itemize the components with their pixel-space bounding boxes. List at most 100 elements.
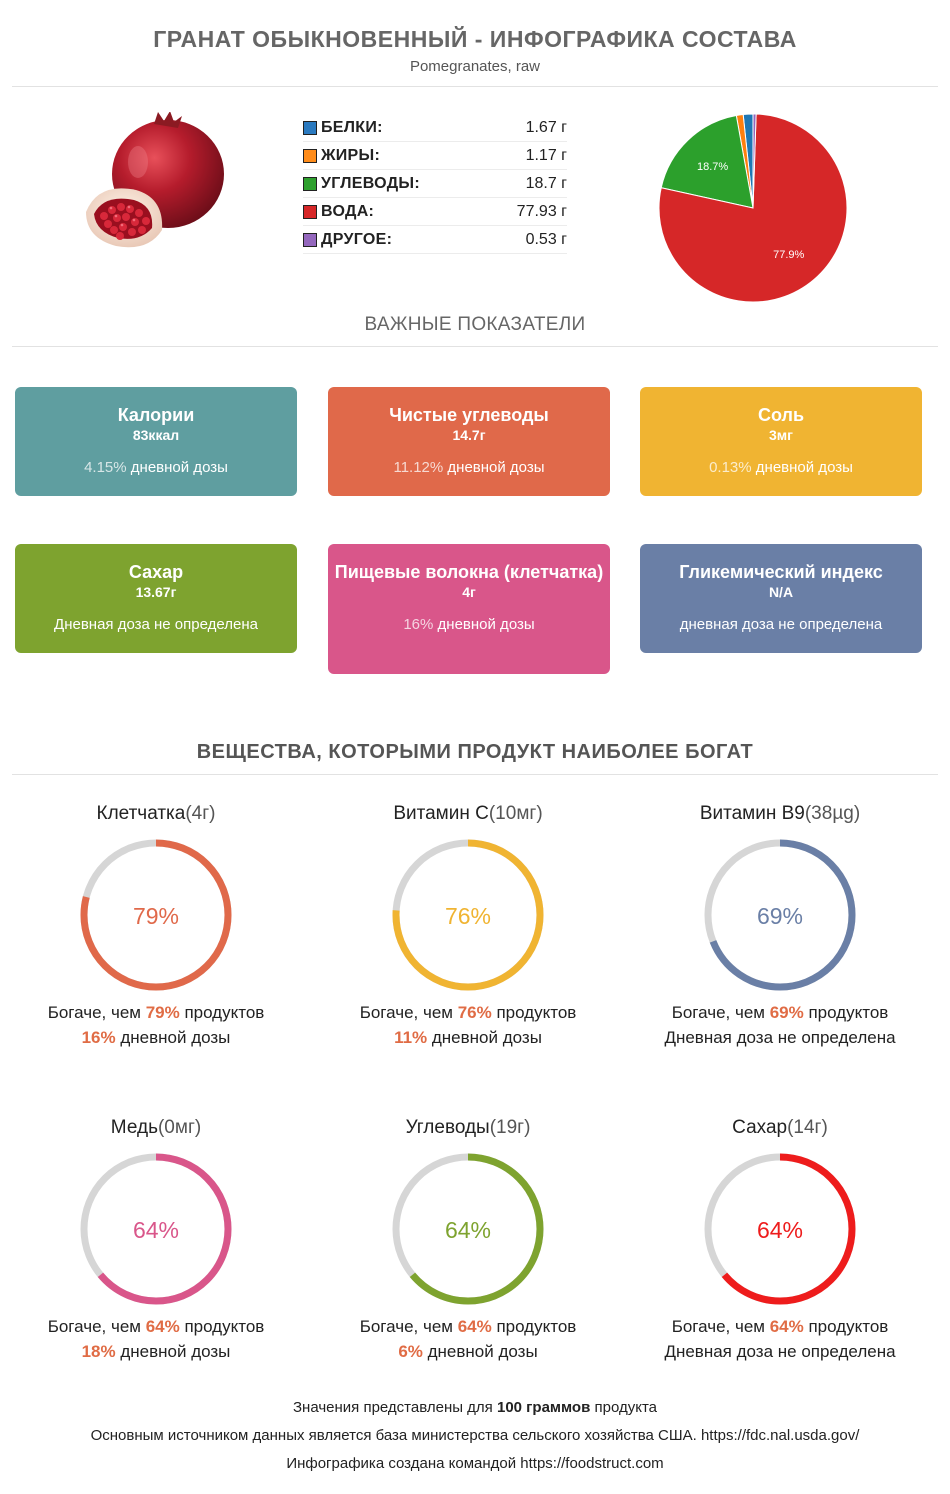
nutrient-amount: (4г) [185,803,216,824]
card-daily-percent: 0.13% [709,459,752,476]
nutrient-block: Сахар(14г) 64% Богаче, чем 64% продуктов Дн… [630,1117,930,1362]
daily-dose-text: Дневная доза не определена [630,1028,930,1048]
nutrient-ring: 64% [392,1153,544,1305]
richer-prefix: Богаче, чем [359,1003,458,1022]
nutrient-amount: (14г) [787,1117,828,1138]
footer-note: Значения представлены для 100 граммов пр… [0,1399,950,1416]
composition-name: ДРУГОЕ: [321,230,393,248]
divider [12,774,938,775]
ring-progress [392,839,544,991]
richer-percent: 64% [457,1317,492,1336]
card-value: 14.7г [452,427,486,443]
richer-prefix: Богаче, чем [671,1317,770,1336]
indicator-card: Пищевые волокна (клетчатка) 4г 16% дневной… [328,544,610,674]
nutrient-amount: (10мг) [488,803,543,824]
ring-progress [704,839,856,991]
card-daily-text: дневной дозы [433,616,535,633]
pie-slice-Другое [752,113,757,209]
card-daily-note: 11.12% дневной дозы [328,459,610,476]
nutrient-title: Витамин B9(38µg) [630,803,930,825]
nutrient-ring: 69% [704,839,856,991]
section-rich-heading: ВЕЩЕСТВА, КОТОРЫМИ ПРОДУКТ НАИБОЛЕЕ БОГА… [196,741,754,763]
composition-name: ЖИРЫ: [321,146,381,164]
richer-percent: 76% [457,1003,492,1022]
divider [12,86,938,87]
richer-percent: 79% [145,1003,180,1022]
card-title: Калории [117,405,195,425]
richer-than-text: Богаче, чем 64% продуктов [6,1317,306,1337]
ring-progress [80,839,232,991]
richer-than-text: Богаче, чем 64% продуктов [318,1317,618,1337]
ring-progress [392,1153,544,1305]
nutrient-name: Сахар [732,1117,788,1138]
card-daily-text: дневной дозы [443,459,545,476]
pie-data-label: 77.9% [773,249,804,261]
legend-swatch [303,148,317,163]
composition-row: УГЛЕВОДЫ: 18.7 г [303,170,567,198]
composition-row: ЖИРЫ: 1.17 г [303,142,567,170]
footer-text: продукта [590,1399,657,1416]
composition-value: 77.93 г [516,202,567,220]
composition-value: 0.53 г [525,230,567,248]
card-daily-percent: 16% [403,616,434,633]
section-important-heading: ВАЖНЫЕ ПОКАЗАТЕЛИ [364,314,586,335]
page-subtitle: Pomegranates, raw [409,58,541,75]
card-daily-text: Дневная доза не определена [54,616,258,633]
card-value: 83ккал [132,427,180,443]
card-title: Соль [757,405,805,425]
richer-than-text: Богаче, чем 79% продуктов [6,1003,306,1023]
card-value: N/A [768,584,794,600]
divider [12,346,938,347]
card-title: Чистые углеводы [389,405,549,425]
richer-percent: 64% [769,1317,804,1336]
card-title: Сахар [128,562,184,582]
nutrient-ring: 64% [80,1153,232,1305]
pie-slice-Вода [658,113,848,303]
card-daily-note: Дневная доза не определена [15,616,297,633]
composition-value: 1.67 г [525,118,567,136]
composition-value: 1.17 г [525,146,567,164]
legend-swatch [303,176,317,191]
richer-percent: 64% [145,1317,180,1336]
richer-suffix: продуктов [491,1003,577,1022]
nutrient-amount: (19г) [489,1117,531,1138]
richer-prefix: Богаче, чем [47,1003,146,1022]
card-daily-percent: 4.15% [84,459,127,476]
card-value: 3мг [769,427,793,443]
nutrient-amount: (38µg) [804,803,861,824]
daily-suffix: дневной дозы [427,1028,542,1047]
nutrient-amount: (0мг) [157,1117,202,1138]
legend-swatch [303,232,317,247]
richer-suffix: продуктов [491,1317,577,1336]
richer-suffix: продуктов [179,1003,265,1022]
nutrient-block: Витамин C(10мг) 76% Богаче, чем 76% продук… [318,803,618,1048]
nutrient-title: Медь(0мг) [6,1117,306,1139]
composition-table: БЕЛКИ: 1.67 г ЖИРЫ: 1.17 г УГЛЕВОДЫ: 18.7 г ВО… [303,114,567,254]
pomegranate-image [86,112,224,248]
card-daily-percent: 11.12% [393,459,444,476]
nutrient-title: Сахар(14г) [630,1117,930,1139]
richer-prefix: Богаче, чем [359,1317,458,1336]
daily-dose-text: 11% дневной дозы [318,1028,618,1048]
richer-suffix: продуктов [179,1317,265,1336]
nutrient-name: Клетчатка [96,803,186,824]
richer-than-text: Богаче, чем 64% продуктов [630,1317,930,1337]
daily-percent: 6% [398,1342,423,1361]
pie-slice-Углеводы [660,114,754,209]
indicator-card: Гликемический индекс N/A дневная доза не о… [640,544,922,653]
nutrient-name: Витамин B9 [699,803,805,824]
card-value: 13.67г [135,584,177,600]
legend-swatch [303,120,317,135]
card-daily-note: 4.15% дневной дозы [15,459,297,476]
composition-row: ВОДА: 77.93 г [303,198,567,226]
indicator-card: Сахар 13.67г Дневная доза не определена [15,544,297,653]
nutrient-ring: 76% [392,839,544,991]
nutrient-name: Витамин C [393,803,489,824]
card-title: Гликемический индекс [679,562,883,582]
ring-percent-label: 64% [757,1217,803,1243]
footer-credit: Инфографика создана командой https://foo… [286,1455,664,1472]
composition-row: БЕЛКИ: 1.67 г [303,114,567,142]
richer-percent: 69% [769,1003,804,1022]
daily-percent: 11% [394,1028,428,1047]
daily-dose-text: 16% дневной дозы [6,1028,306,1048]
